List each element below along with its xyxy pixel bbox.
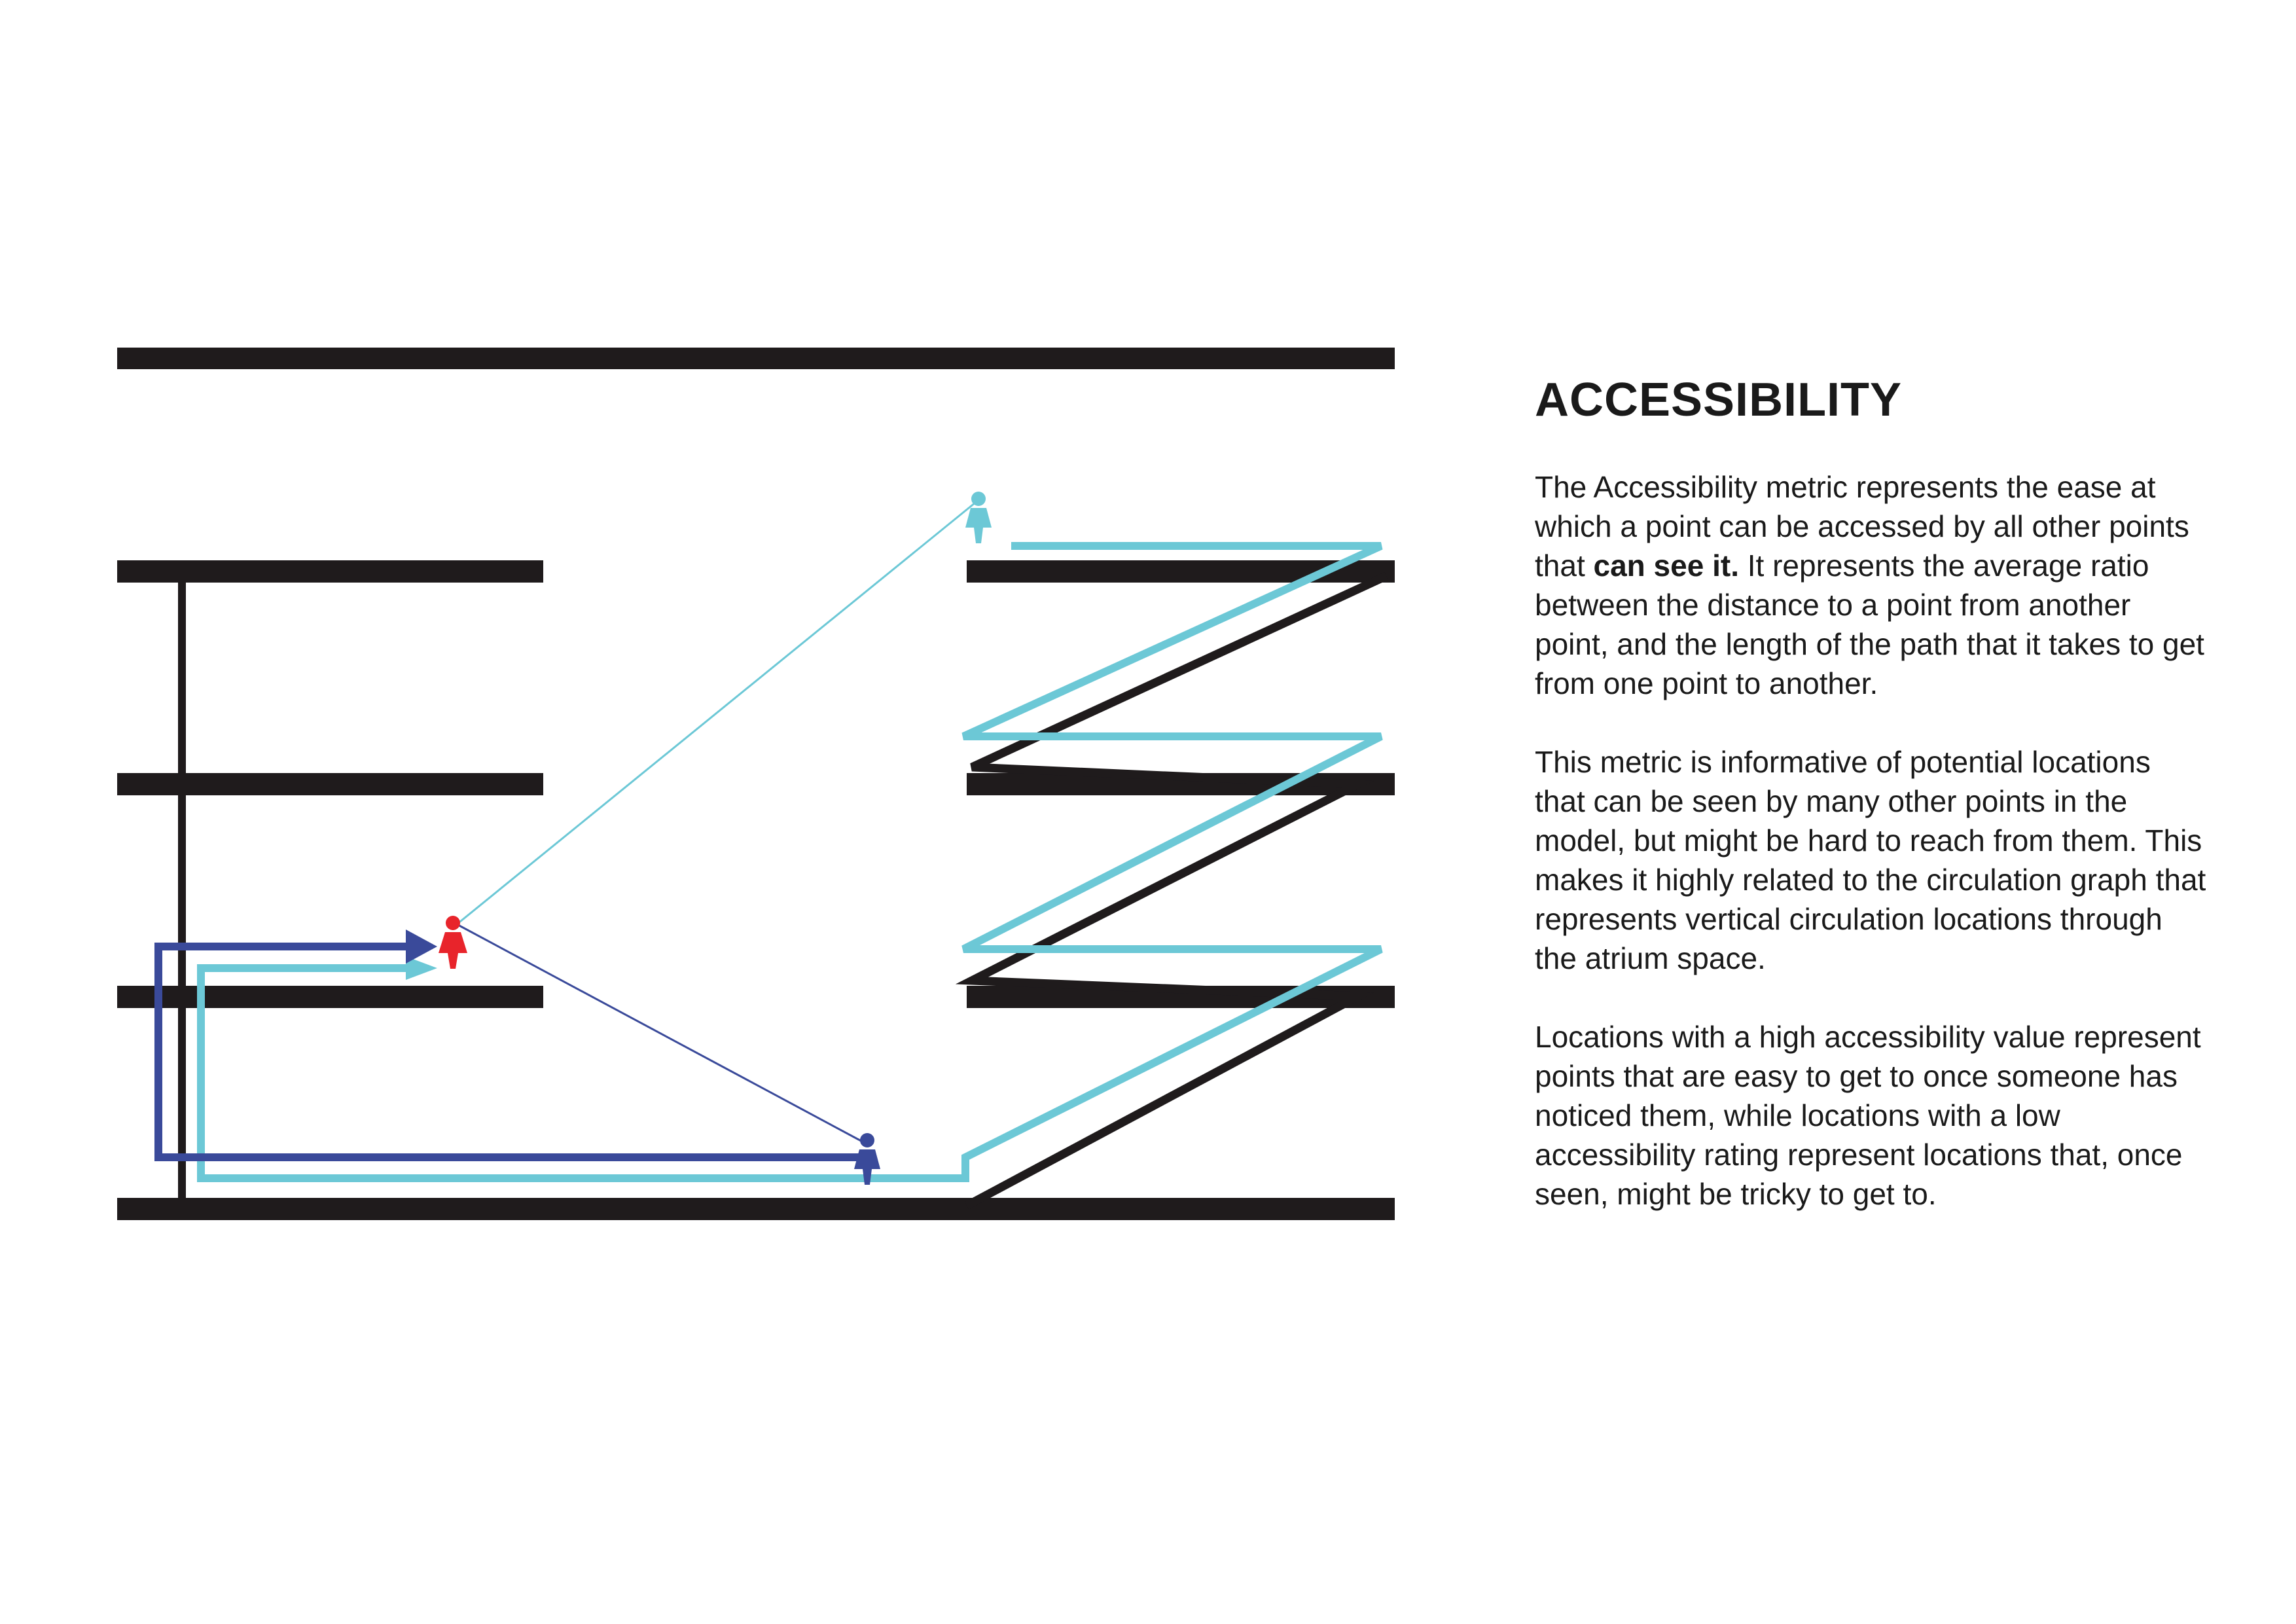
sight-line-to-upper-person (456, 501, 976, 926)
paragraph-1-end: It represents the average ratio between … (1535, 549, 2204, 700)
light-circulation-path (197, 542, 1383, 1182)
roof-slab (117, 348, 1395, 369)
page-title: ACCESSIBILITY (1535, 374, 1903, 426)
ground-slab (117, 1198, 1395, 1220)
paragraph-1-start: The Accessibility metric represents the … (1535, 470, 2189, 583)
light-path-arrowhead (406, 956, 437, 980)
left-slab-level-1 (117, 986, 543, 1008)
ramp-structure (955, 572, 1388, 1210)
description-panel: ACCESSIBILITY The Accessibility metric r… (1535, 373, 2209, 1253)
paragraph-1-emphasis: can see it. (1593, 549, 1739, 583)
focus-person-icon (439, 916, 467, 969)
dark-circulation-path (154, 943, 874, 1161)
upper-person-icon (965, 492, 992, 543)
lower-person-icon (854, 1133, 880, 1185)
left-slab-level-3 (117, 560, 543, 583)
dark-path-arrowhead (406, 929, 437, 964)
left-slab-level-2 (117, 773, 543, 795)
paragraph-3: Locations with a high accessibility valu… (1535, 1020, 2201, 1211)
floor-slabs (117, 348, 1395, 1220)
sight-line-to-lower-person (456, 923, 868, 1146)
paragraph-1: The Accessibility metric represents the … (1535, 467, 2209, 703)
paragraph-2: This metric is informative of potential … (1535, 745, 2206, 975)
